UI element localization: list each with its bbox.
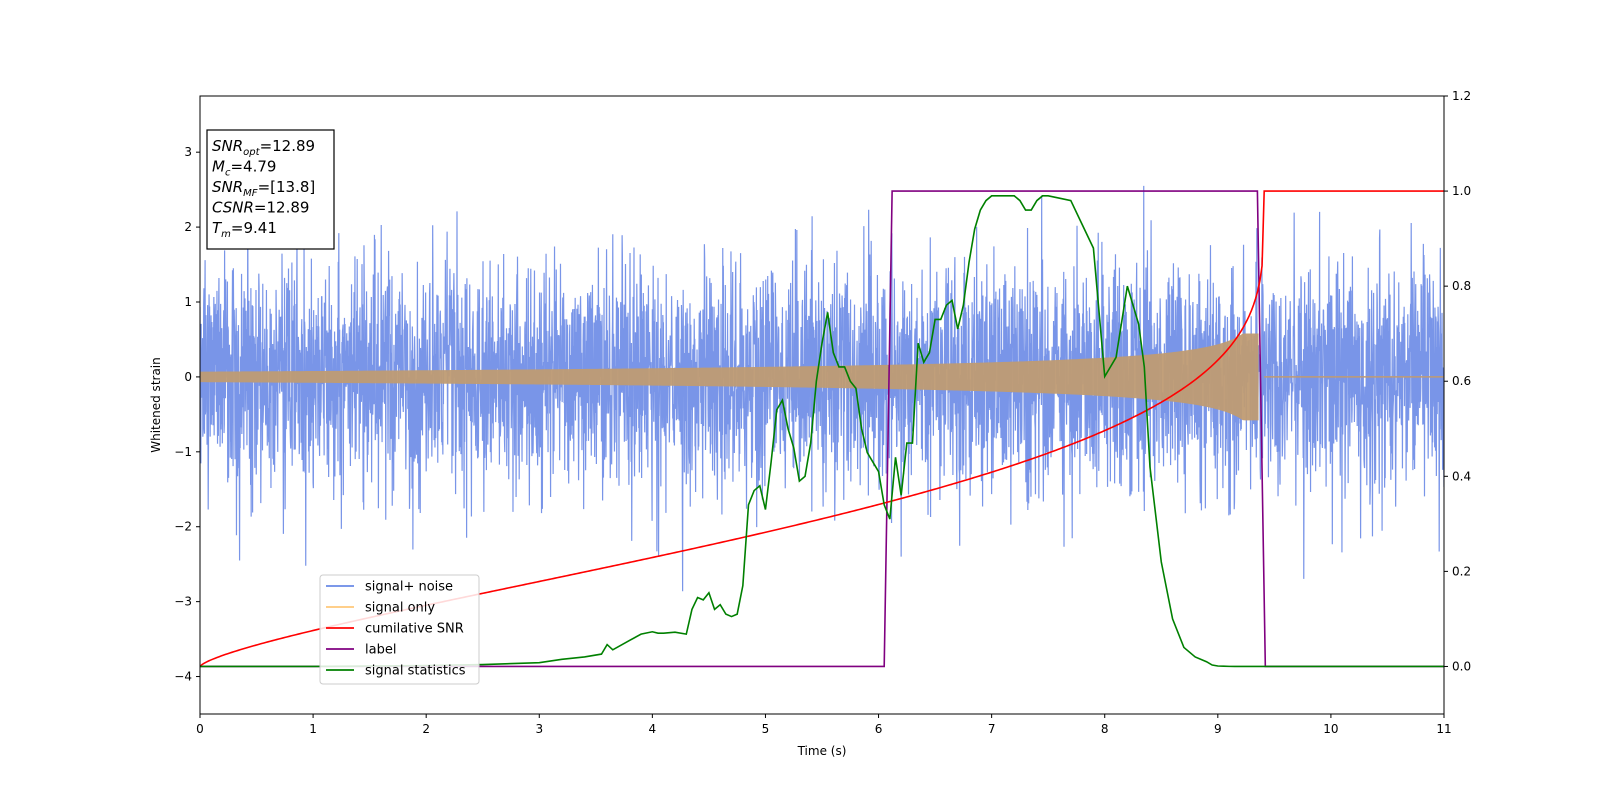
y-left-tick-label: −1 [174,445,192,459]
legend-entry-label: signal only [365,601,435,616]
y-axis-right: 1.2 1.0 0.8 0.6 0.4 0.2 0.0 [1444,89,1471,673]
legend-frame [319,574,480,685]
y-left-tick-label: −4 [174,670,192,684]
legend-entry-label: signal+ noise [365,580,453,595]
y-left-tick-label: 0 [184,370,192,384]
y-left-tick-label: 3 [184,145,192,159]
y-left-tick-label: 1 [184,295,192,309]
y-right-tick-label: 1.0 [1452,184,1471,198]
x-tick-label: 8 [1101,722,1109,736]
y-right-tick-label: 0.6 [1452,374,1471,388]
legend-entry-label: signal statistics [365,664,466,679]
series-signal-statistics-line [200,195,1444,668]
annotation-line: SNRopt=12.89 [212,137,315,158]
legend-entry-label: cumilative SNR [365,622,464,637]
y-left-tick-label: −3 [174,595,192,609]
x-tick-label: 2 [422,722,430,736]
x-tick-label: 10 [1323,722,1338,736]
annotation-line: Tm=9.41 [212,219,277,240]
y-right-tick-label: 1.2 [1452,89,1471,103]
x-axis: 0 1 2 3 4 5 6 7 8 9 10 11 [196,714,1452,736]
series-signal-only-band [200,333,1259,421]
y-right-tick-label: 0.4 [1452,469,1471,483]
y-left-tick-label: 2 [184,220,192,234]
y-right-tick-label: 0.8 [1452,279,1471,293]
annotation-line: SNRMF=[13.8] [212,178,315,199]
legend-entry-label: label [365,643,396,658]
y-left-tick-label: −2 [174,520,192,534]
annotation-box: SNRopt=12.89Mc=4.79SNRMF=[13.8]CSNR=12.8… [206,129,335,250]
annotation-frame [206,129,335,250]
x-tick-label: 0 [196,722,204,736]
x-tick-label: 3 [535,722,543,736]
x-tick-label: 9 [1214,722,1222,736]
y-right-tick-label: 0.0 [1452,659,1471,673]
annotation-line: CSNR=12.89 [212,199,309,217]
plot-frame [199,95,1445,715]
chirp-layer [200,333,1444,421]
x-tick-label: 5 [762,722,770,736]
x-tick-label: 11 [1436,722,1451,736]
legend: signal+ noise signal only cumilative SNR la… [319,574,480,685]
y-axis-left: 3 2 1 0 −1 −2 −3 −4 [174,145,200,684]
x-axis-label: Time (s) [797,744,847,758]
x-tick-label: 4 [649,722,657,736]
x-tick-label: 6 [875,722,883,736]
x-tick-label: 7 [988,722,996,736]
x-tick-label: 1 [309,722,317,736]
annotation-line: Mc=4.79 [212,158,276,179]
y-axis-label: Whitened strain [149,357,163,453]
y-right-tick-label: 0.2 [1452,564,1471,578]
